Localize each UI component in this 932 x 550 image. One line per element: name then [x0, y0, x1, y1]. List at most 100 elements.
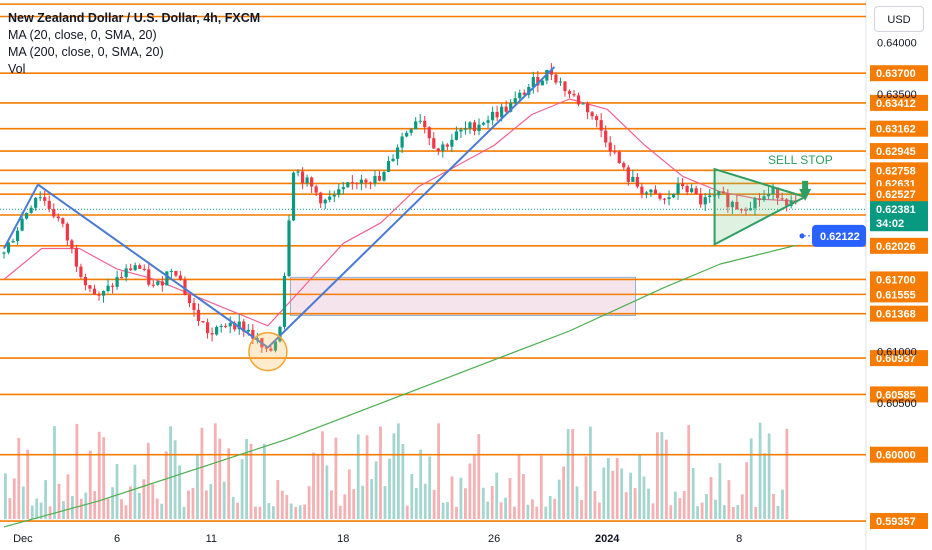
candle-body [735, 201, 739, 210]
level-price-tag[interactable] [870, 120, 928, 137]
level-price-tag[interactable] [870, 350, 928, 367]
volume-bar [562, 466, 565, 519]
level-price-label: 0.61700 [876, 274, 916, 286]
candle-body [287, 220, 291, 277]
candle-body [432, 138, 436, 149]
chart-legend: New Zealand Dollar / U.S. Dollar, 4h, FX… [8, 10, 260, 78]
volume-bar [160, 503, 164, 519]
level-price-tag[interactable] [870, 386, 928, 403]
current-price-tag[interactable] [870, 201, 928, 232]
candle-body [115, 277, 119, 287]
candle-body [160, 281, 164, 286]
level-price-tag[interactable] [870, 237, 928, 254]
price-zone[interactable] [290, 276, 636, 317]
volume-bar [4, 473, 7, 519]
volume-bar [660, 432, 664, 519]
ma200-legend[interactable]: MA (200, close, 0, SMA, 20) [8, 45, 164, 59]
level-price-tag[interactable] [870, 94, 928, 111]
support-zone-box[interactable] [290, 276, 636, 317]
volume-bar [71, 495, 74, 519]
symbol-title[interactable]: New Zealand Dollar / U.S. Dollar, 4h, FX… [8, 11, 261, 25]
candle-body [224, 325, 228, 327]
volume-bar [696, 506, 699, 519]
time-tick-label: 18 [337, 533, 349, 545]
volume-bar [79, 498, 83, 519]
candle-body [110, 285, 115, 287]
candle-body [685, 186, 689, 193]
volume-bar [93, 491, 97, 519]
volume-bar [571, 429, 574, 519]
candle-body [730, 201, 734, 208]
highlight-circle[interactable] [248, 331, 288, 372]
volume-bar [178, 465, 181, 519]
candle-body [757, 198, 762, 201]
horizontal-levels[interactable] [0, 3, 866, 522]
candle-body [536, 77, 540, 86]
level-price-tag[interactable] [870, 143, 928, 160]
level-price-tag[interactable] [870, 286, 928, 303]
trend-line[interactable] [37, 183, 269, 349]
volume-bar [218, 438, 222, 519]
volume-bar [26, 449, 30, 519]
candle-body [314, 186, 318, 193]
candle-body [572, 93, 576, 96]
candle-body [753, 198, 757, 209]
triangle-shape[interactable] [713, 167, 808, 247]
level-price-tag[interactable] [870, 186, 928, 203]
volume-bar [589, 426, 592, 519]
candle-body [11, 241, 15, 243]
volume-bar [629, 472, 632, 519]
volume-legend[interactable]: Vol [8, 62, 26, 76]
candle-body [427, 127, 431, 139]
volume-bar [142, 479, 146, 519]
candle-body [459, 129, 463, 132]
alert-dot [799, 233, 805, 239]
candle-body [490, 111, 495, 121]
candle-body [395, 147, 400, 159]
trend-line[interactable] [267, 66, 556, 349]
candle-body [785, 199, 789, 206]
candle-body [653, 189, 658, 194]
candle-body [631, 176, 635, 182]
volume-bar [535, 506, 539, 519]
trend-line[interactable] [3, 184, 39, 249]
level-price-tag[interactable] [870, 271, 928, 288]
level-price-label: 0.63412 [876, 98, 916, 110]
alert-price-label: 0.62122 [820, 231, 860, 243]
price-axis[interactable]: 0.637000.634120.631620.629450.627580.626… [870, 37, 928, 530]
candle-body [386, 161, 391, 172]
volume-bar [392, 433, 396, 519]
candle-body [766, 193, 771, 197]
volume-bar [272, 506, 275, 519]
candle-body [567, 91, 572, 94]
triangle-pattern[interactable] [713, 167, 808, 247]
candle-body [242, 321, 246, 332]
time-tick-label: 6 [114, 533, 120, 545]
volume-bar [468, 463, 472, 519]
volume-bar [772, 494, 775, 519]
level-price-label: 0.59357 [876, 516, 916, 528]
time-axis[interactable]: Dec 6 11 18 26 2024 8 [13, 533, 742, 545]
level-price-tag[interactable] [870, 65, 928, 82]
candle-body [147, 269, 151, 285]
trend-lines[interactable] [3, 66, 556, 349]
candle-body [667, 197, 671, 200]
volume-bar [209, 484, 213, 519]
ma20-legend[interactable]: MA (20, close, 0, SMA, 20) [8, 28, 157, 42]
volume-bar [280, 490, 284, 519]
ma20-line [3, 98, 796, 327]
volume-bar [164, 451, 168, 519]
currency-button[interactable]: USD [874, 6, 924, 32]
alert-price-tag[interactable] [812, 224, 866, 247]
level-price-tag[interactable] [870, 305, 928, 322]
level-price-tag[interactable] [870, 162, 928, 179]
volume-bar [615, 458, 619, 519]
volume-bar [718, 463, 722, 519]
volume-bars [4, 422, 789, 519]
level-price-tag[interactable] [870, 513, 928, 530]
candle-body [373, 176, 377, 184]
level-price-tag[interactable] [870, 446, 928, 463]
candle-body [129, 268, 133, 271]
volume-bar [35, 498, 39, 519]
